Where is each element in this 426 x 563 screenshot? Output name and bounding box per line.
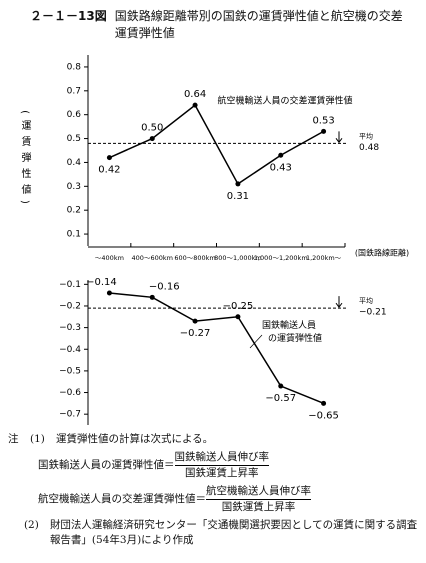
data-label: −0.57 xyxy=(265,393,296,404)
data-label: 0.43 xyxy=(270,162,292,173)
note-number: (1) xyxy=(30,433,45,445)
y-tick-label: 0.4 xyxy=(67,158,82,168)
numerator: 国鉄輸送人員伸び率 xyxy=(174,450,269,466)
note-text: 運賃弾性値の計算は次式による。 xyxy=(56,433,214,445)
note-text: 財団法人運輸経済研究センター「交通機関選択要因としての運賃に関する調査報告書」(… xyxy=(49,519,418,546)
y-tick-label: −0.6 xyxy=(59,388,81,398)
y-tick-label: −0.4 xyxy=(59,345,81,355)
data-label: 0.31 xyxy=(227,191,249,202)
y-tick-label: −0.3 xyxy=(59,323,81,333)
data-label: −0.16 xyxy=(149,281,180,292)
y-tick-label: 0.8 xyxy=(67,62,82,72)
y-tick-label: 0.1 xyxy=(67,230,81,240)
y-tick-label: 0.2 xyxy=(67,206,81,216)
figure-number: ２－１－13図 xyxy=(30,9,107,23)
data-point xyxy=(149,136,155,142)
data-point xyxy=(235,314,241,320)
data-point xyxy=(235,181,241,187)
y-tick-label: 0.3 xyxy=(67,182,81,192)
data-label: 0.50 xyxy=(141,123,163,134)
mean-arrow xyxy=(335,296,343,308)
numerator: 航空機輸送人員伸び率 xyxy=(206,484,311,500)
mean-label: 平均 xyxy=(359,131,373,140)
y-tick-label: −0.7 xyxy=(59,410,81,420)
y-axis-label: (運賃弾性値) xyxy=(19,110,31,210)
figure-title: 国鉄路線距離帯別の国鉄の運賃弾性値と航空機の交差運賃弾性値 xyxy=(114,9,403,40)
data-label: −0.27 xyxy=(180,328,211,339)
denominator: 国鉄運賃上昇率 xyxy=(221,501,296,513)
notes: 注 (1) 運賃弾性値の計算は次式による。国鉄輸送人員の運賃弾性値＝ 国鉄輸送人員伸び… xyxy=(8,432,420,548)
data-point xyxy=(278,383,284,389)
data-label: 0.42 xyxy=(98,165,120,176)
note-marker: 注 xyxy=(8,433,19,445)
mean-value: −0.21 xyxy=(359,308,387,318)
denominator: 国鉄運賃上昇率 xyxy=(185,467,259,479)
note-row: (2) 財団法人運輸経済研究センター「交通機関選択要因としての運賃に関する調査報告… xyxy=(8,518,420,548)
data-label: −0.25 xyxy=(223,301,254,312)
chart: (運賃弾性値) (国鉄路線距離) 0.1 0.2 0.3 0.4 0.5 0.6 0.7 0.… xyxy=(19,55,409,425)
formula: 航空機輸送人員の交差運賃弾性値＝ 航空機輸送人員伸び率 国鉄運賃上昇率 xyxy=(38,484,420,515)
data-point xyxy=(321,400,327,406)
x-tick-label: 1,200km～ xyxy=(306,254,342,262)
data-label: 0.53 xyxy=(312,115,334,126)
note-number: (2) xyxy=(23,519,39,531)
formula: 国鉄輸送人員の運賃弾性値＝ 国鉄輸送人員伸び率 国鉄運賃上昇率 xyxy=(38,450,420,481)
series-name: 国鉄輸送人員の運賃弾性値 xyxy=(262,319,322,344)
data-point xyxy=(106,290,112,296)
fraction: 国鉄輸送人員伸び率 国鉄運賃上昇率 xyxy=(174,450,269,481)
x-tick-label: ～400km xyxy=(95,254,124,262)
x-tick-label: 400～600km xyxy=(132,254,173,262)
leader xyxy=(249,334,263,349)
x-tick-label: 800～1,000km xyxy=(214,254,262,262)
data-point xyxy=(192,318,198,324)
data-point xyxy=(106,155,112,161)
x-axis-label: (国鉄路線距離) xyxy=(355,248,409,258)
series-name: 航空機輸送人員の交差運賃弾性値 xyxy=(217,95,352,107)
mean-label: 平均 xyxy=(359,296,373,305)
formula-lhs: 航空機輸送人員の交差運賃弾性値＝ xyxy=(38,493,206,505)
y-tick-label: −0.2 xyxy=(59,301,81,311)
y-tick-label: 0.7 xyxy=(67,86,81,96)
data-point xyxy=(278,152,284,158)
data-label: 0.64 xyxy=(184,89,206,100)
data-label: −0.14 xyxy=(86,277,117,288)
data-point xyxy=(321,128,327,134)
y-tick-label: −0.5 xyxy=(59,366,81,376)
x-tick-label: 1,000～1,200km xyxy=(254,254,308,262)
y-tick-label: 0.6 xyxy=(67,110,82,120)
y-tick-label: 0.5 xyxy=(67,134,81,144)
fraction: 航空機輸送人員伸び率 国鉄運賃上昇率 xyxy=(206,484,311,515)
mean-value: 0.48 xyxy=(359,143,379,153)
note-row: 注 (1) 運賃弾性値の計算は次式による。 xyxy=(8,432,420,447)
x-tick-label: 600～800km xyxy=(174,254,215,262)
y-tick-label: −0.1 xyxy=(59,280,81,290)
formula-lhs: 国鉄輸送人員の運賃弾性値＝ xyxy=(38,459,175,471)
mean-arrow xyxy=(335,131,343,144)
data-point xyxy=(149,294,155,300)
title-block: ２－１－13図 国鉄路線距離帯別の国鉄の運賃弾性値と航空機の交差運賃弾性値 xyxy=(30,8,410,42)
data-label: −0.65 xyxy=(308,410,339,421)
data-point xyxy=(192,102,198,108)
series-line xyxy=(109,292,324,405)
note-marker xyxy=(8,518,24,548)
series-line xyxy=(109,104,324,186)
